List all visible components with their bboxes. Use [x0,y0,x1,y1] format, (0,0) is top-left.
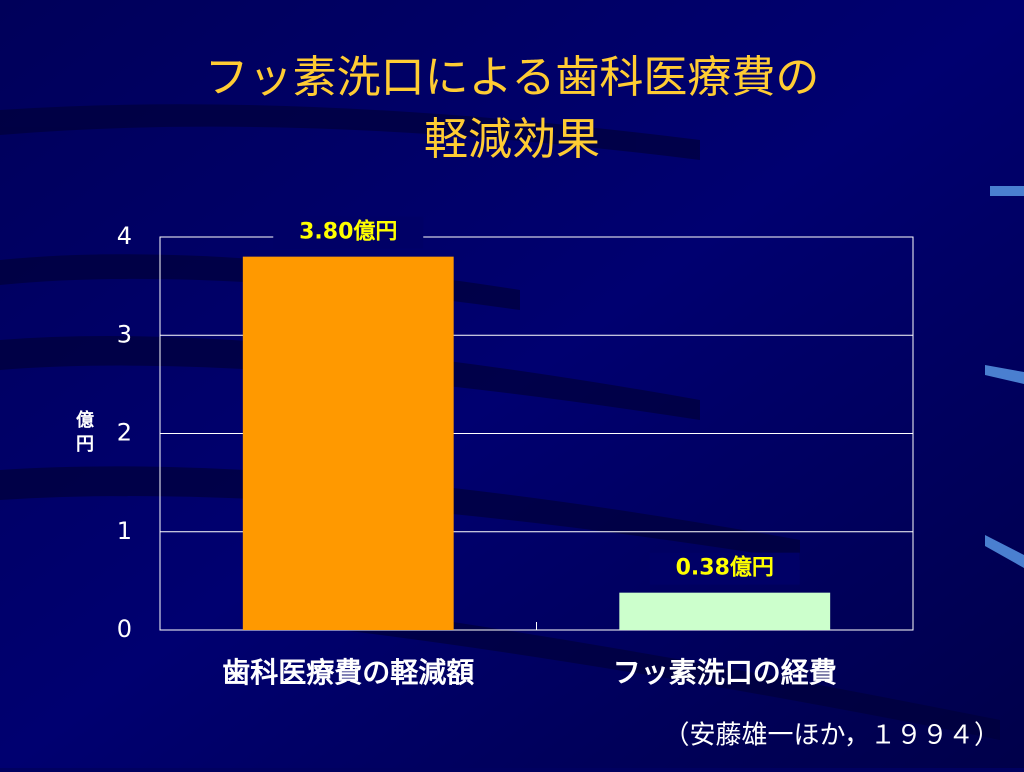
y-axis-label: 億円 [73,409,94,458]
bar [619,592,831,630]
source-note: （安藤雄一ほか，１９９４） [664,721,1000,751]
y-tick-label: 4 [117,222,132,250]
chart-title: 軽減効果 [424,114,600,165]
value-label: 3.80億円 [299,219,397,245]
y-tick-label: 1 [117,517,132,545]
y-tick-label: 0 [117,615,132,643]
y-tick-label: 3 [117,320,132,348]
x-tick-label: 歯科医療費の軽減額 [222,656,474,689]
value-label-bg [273,216,424,249]
decor-ticks [985,186,1024,568]
chart-title: フッ素洗口による歯科医療費の [205,52,820,103]
y-tick-label: 2 [117,419,132,447]
value-label-bg [649,552,800,585]
x-tick-label: フッ素洗口の経費 [613,656,837,689]
value-label: 0.38億円 [676,555,774,581]
bar [242,256,454,630]
